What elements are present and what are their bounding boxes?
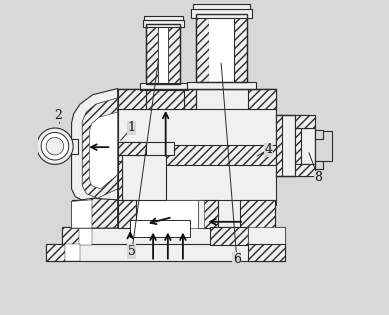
Bar xyxy=(295,115,315,128)
Polygon shape xyxy=(72,198,117,228)
Bar xyxy=(295,164,307,176)
Bar xyxy=(130,220,190,238)
Bar xyxy=(123,154,166,200)
Bar xyxy=(248,227,285,245)
Circle shape xyxy=(41,132,69,160)
Bar xyxy=(295,164,315,176)
Polygon shape xyxy=(82,98,117,198)
Bar xyxy=(276,115,317,176)
Bar xyxy=(209,15,234,82)
Polygon shape xyxy=(146,90,184,109)
Bar xyxy=(191,9,252,18)
Bar xyxy=(117,142,146,155)
Bar xyxy=(140,83,188,90)
Bar xyxy=(198,200,218,228)
Text: 5: 5 xyxy=(128,245,136,258)
Bar xyxy=(72,200,92,228)
Bar xyxy=(62,227,79,245)
Bar xyxy=(196,14,247,82)
Circle shape xyxy=(46,137,64,155)
Circle shape xyxy=(37,128,73,164)
Polygon shape xyxy=(117,161,123,204)
Polygon shape xyxy=(72,200,92,228)
Bar xyxy=(315,130,323,139)
Bar xyxy=(168,24,180,84)
Bar xyxy=(65,244,81,261)
Bar xyxy=(276,115,282,176)
Bar xyxy=(196,15,209,82)
Bar xyxy=(248,89,276,109)
Bar xyxy=(92,200,198,228)
Bar xyxy=(295,128,300,164)
Bar xyxy=(158,24,168,84)
Bar xyxy=(117,142,174,155)
Bar xyxy=(117,89,146,109)
Bar xyxy=(117,200,137,228)
Bar xyxy=(315,131,333,161)
Bar xyxy=(295,128,315,164)
Bar xyxy=(187,82,256,89)
Bar xyxy=(62,227,285,245)
Text: 2: 2 xyxy=(54,109,62,122)
Bar xyxy=(146,24,158,84)
Bar xyxy=(184,89,196,109)
Bar xyxy=(295,115,307,128)
Bar xyxy=(198,200,204,228)
Bar xyxy=(234,15,247,82)
Bar xyxy=(46,244,285,261)
Bar xyxy=(79,227,92,245)
Text: 4: 4 xyxy=(264,143,272,156)
Bar xyxy=(193,4,251,9)
Text: 6: 6 xyxy=(233,253,241,266)
Bar xyxy=(143,20,184,27)
Bar xyxy=(248,244,286,261)
Bar xyxy=(276,115,296,176)
Text: 8: 8 xyxy=(314,171,322,184)
Bar xyxy=(117,145,276,165)
Bar xyxy=(72,200,275,228)
Polygon shape xyxy=(89,112,117,189)
Bar xyxy=(146,24,180,84)
Bar xyxy=(240,200,275,228)
Bar xyxy=(315,161,323,169)
Bar xyxy=(117,93,276,204)
Bar xyxy=(117,89,276,109)
Bar xyxy=(144,16,182,20)
Polygon shape xyxy=(72,89,117,204)
Bar xyxy=(53,139,79,154)
Bar xyxy=(46,244,65,261)
Bar xyxy=(210,227,248,245)
Text: 1: 1 xyxy=(128,121,136,134)
